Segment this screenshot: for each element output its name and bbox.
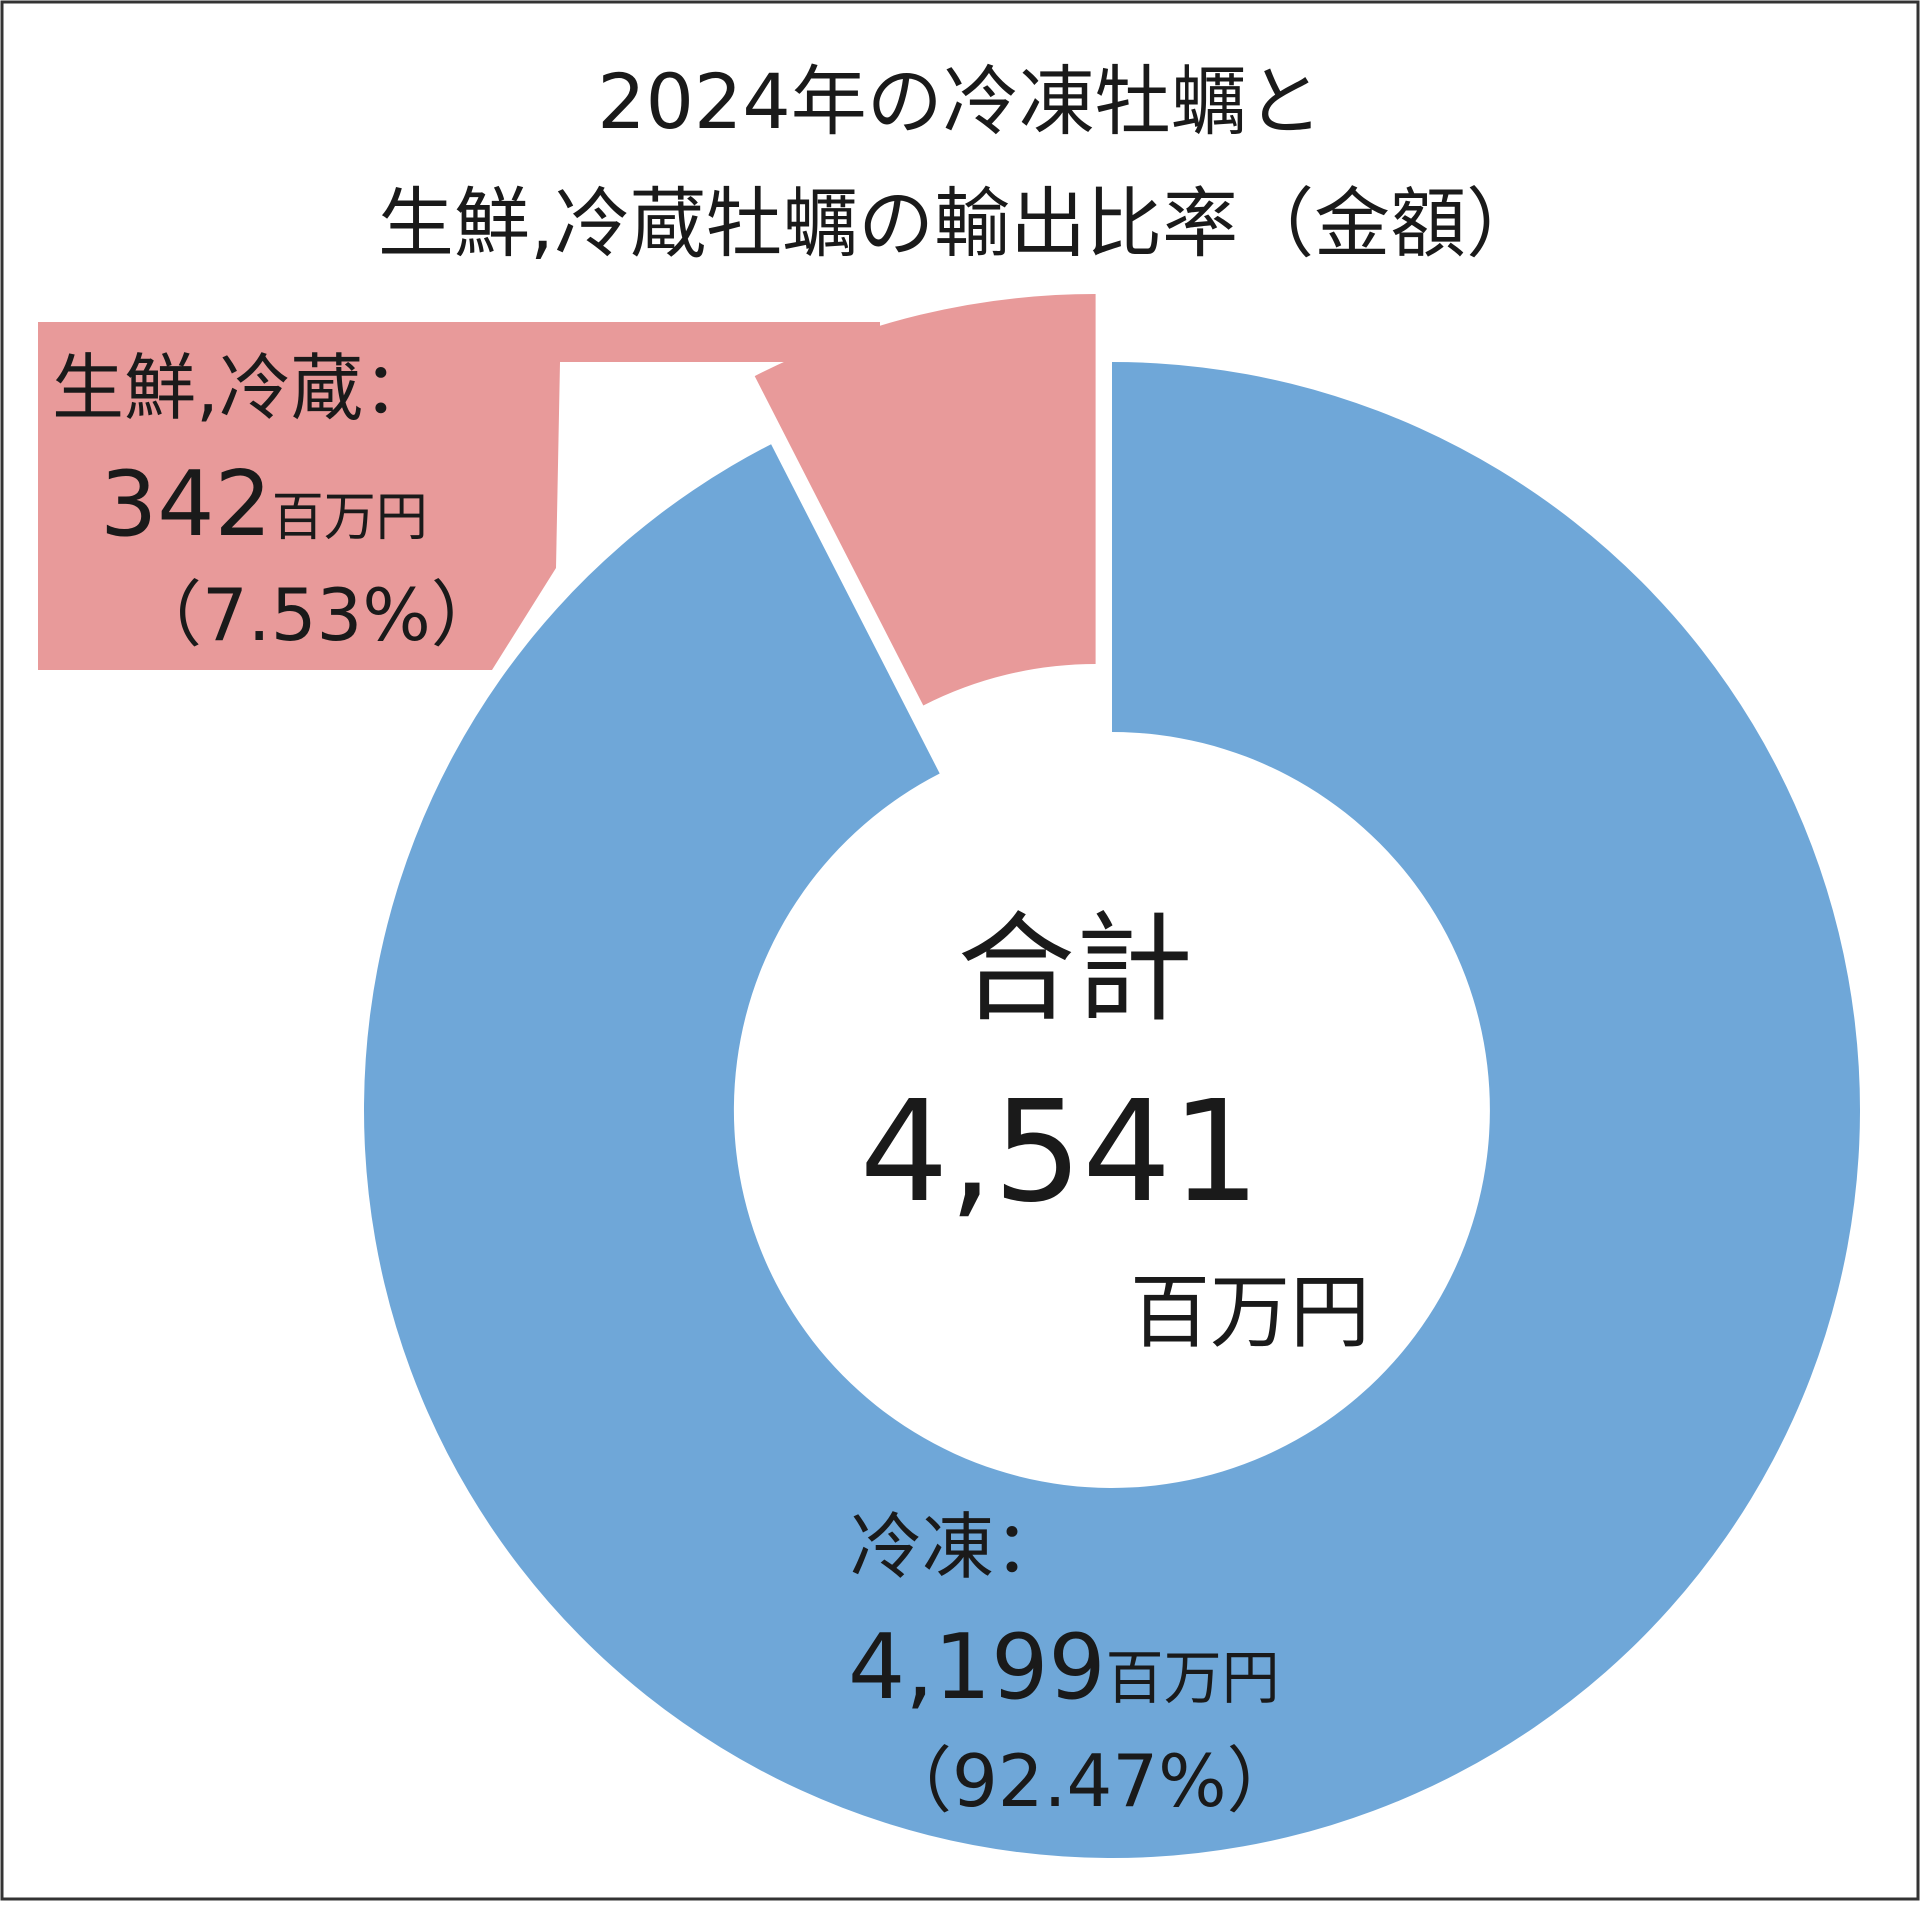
label-frozen-percent: （92.47%） — [880, 1739, 1299, 1823]
label-frozen-number: 4,199 — [848, 1615, 1106, 1720]
label-fresh-number: 342 — [100, 452, 272, 557]
label-fresh-unit: 百万円 — [272, 488, 428, 548]
chart-title-line1: 2024年の冷凍牡蠣と — [597, 57, 1322, 146]
chart-title-line2: 生鮮,冷蔵牡蠣の輸出比率（金額） — [378, 179, 1542, 268]
center-unit: 百万円 — [1130, 1266, 1370, 1359]
label-frozen-name: 冷凍： — [850, 1505, 1066, 1589]
center-label: 合計 — [957, 900, 1193, 1038]
label-frozen-value: 4,199百万円 — [848, 1615, 1280, 1720]
label-fresh-percent: （7.53%） — [130, 573, 503, 657]
center-total: 4,541 — [860, 1071, 1261, 1234]
callout-fresh-box — [38, 322, 880, 670]
slice-fresh — [754, 293, 1096, 706]
slice-frozen — [364, 362, 1861, 1858]
label-fresh-name: 生鮮,冷蔵： — [52, 346, 435, 430]
label-frozen-unit: 百万円 — [1106, 1644, 1280, 1712]
label-fresh-value: 342百万円 — [100, 452, 428, 557]
